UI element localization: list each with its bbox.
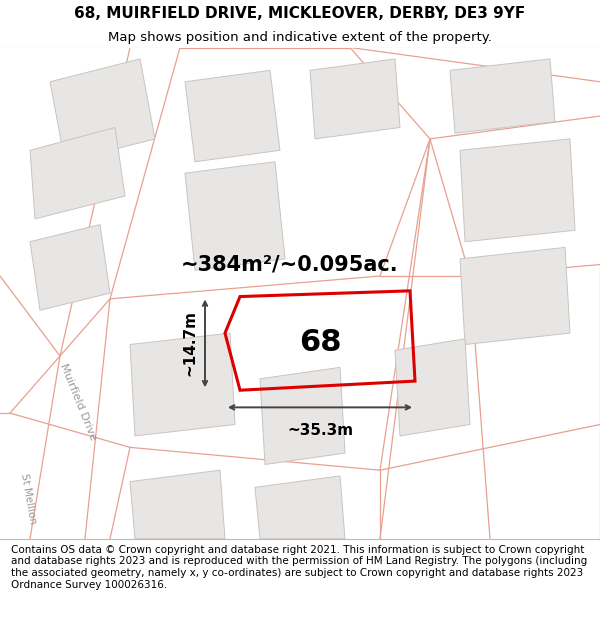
Polygon shape: [395, 339, 470, 436]
Text: ~14.7m: ~14.7m: [182, 311, 197, 376]
Text: St Mellion: St Mellion: [19, 472, 37, 525]
Polygon shape: [260, 368, 345, 464]
Polygon shape: [130, 470, 225, 539]
Text: Muirfield Drive: Muirfield Drive: [58, 362, 98, 441]
Text: Contains OS data © Crown copyright and database right 2021. This information is : Contains OS data © Crown copyright and d…: [11, 545, 587, 589]
Polygon shape: [255, 476, 345, 539]
Polygon shape: [30, 127, 125, 219]
Text: 68, MUIRFIELD DRIVE, MICKLEOVER, DERBY, DE3 9YF: 68, MUIRFIELD DRIVE, MICKLEOVER, DERBY, …: [74, 6, 526, 21]
Text: ~384m²/~0.095ac.: ~384m²/~0.095ac.: [181, 254, 399, 274]
Polygon shape: [30, 224, 110, 310]
Polygon shape: [130, 333, 235, 436]
Text: 68: 68: [299, 328, 341, 357]
Polygon shape: [185, 162, 285, 270]
Polygon shape: [50, 59, 155, 162]
Polygon shape: [460, 248, 570, 344]
Polygon shape: [310, 59, 400, 139]
Polygon shape: [450, 59, 555, 133]
Polygon shape: [185, 71, 280, 162]
Text: Map shows position and indicative extent of the property.: Map shows position and indicative extent…: [108, 31, 492, 44]
Polygon shape: [460, 139, 575, 242]
Text: ~35.3m: ~35.3m: [287, 423, 353, 438]
